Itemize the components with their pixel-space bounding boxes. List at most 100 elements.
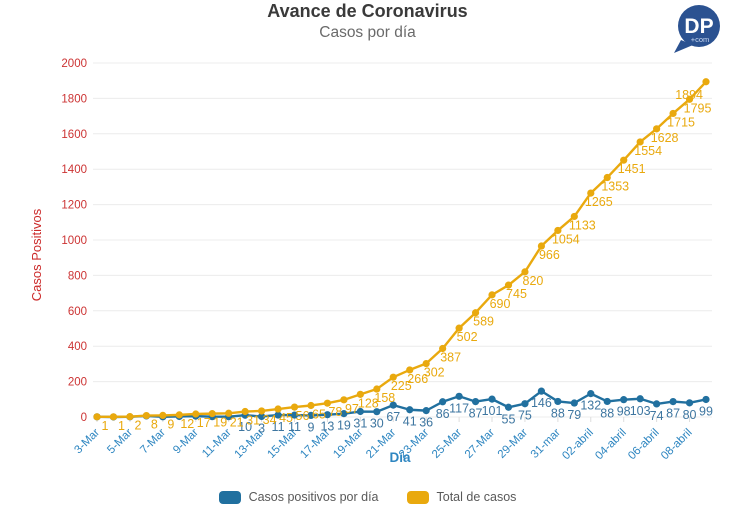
- y-axis-title: Casos Positivos: [29, 208, 44, 301]
- svg-text:17: 17: [197, 416, 211, 430]
- svg-text:1400: 1400: [61, 164, 87, 176]
- svg-text:101: 101: [482, 404, 503, 418]
- svg-text:589: 589: [473, 315, 494, 329]
- svg-text:800: 800: [68, 270, 87, 282]
- svg-text:128: 128: [358, 396, 379, 410]
- grid-and-yticks: 0 200 400 600 800 1000 1200 1400 1600 1800 2000: [61, 58, 712, 424]
- svg-text:11: 11: [288, 420, 301, 434]
- svg-text:820: 820: [523, 274, 544, 288]
- svg-text:1795: 1795: [684, 101, 712, 115]
- svg-text:225: 225: [391, 379, 412, 393]
- page-subtitle: Casos por día: [319, 24, 416, 41]
- svg-text:1894: 1894: [675, 88, 703, 102]
- svg-text:36: 36: [419, 416, 433, 430]
- logo-text: DP: [684, 15, 713, 38]
- svg-text:13: 13: [320, 420, 334, 434]
- svg-text:88: 88: [600, 406, 614, 420]
- svg-text:302: 302: [424, 366, 445, 380]
- svg-text:1628: 1628: [651, 131, 679, 145]
- svg-text:8: 8: [151, 418, 158, 432]
- svg-text:132: 132: [580, 399, 601, 413]
- svg-text:400: 400: [68, 341, 87, 353]
- svg-text:45: 45: [279, 411, 293, 425]
- svg-text:966: 966: [539, 248, 560, 262]
- svg-text:158: 158: [374, 391, 395, 405]
- logo-subtext: +com: [691, 35, 710, 44]
- svg-text:1600: 1600: [61, 129, 87, 141]
- svg-text:30: 30: [370, 417, 384, 431]
- svg-text:9: 9: [307, 420, 314, 434]
- svg-text:31-mar: 31-mar: [529, 427, 563, 461]
- legend-label-daily: Casos positivos por día: [248, 490, 379, 504]
- svg-text:1133: 1133: [569, 218, 596, 232]
- svg-text:1000: 1000: [61, 235, 87, 247]
- dp-logo: DP +com: [674, 5, 720, 53]
- svg-text:103: 103: [630, 404, 651, 418]
- svg-text:745: 745: [506, 287, 527, 301]
- svg-text:3: 3: [258, 421, 265, 435]
- svg-text:12: 12: [180, 417, 194, 431]
- svg-text:0: 0: [81, 412, 87, 424]
- svg-text:08-abril: 08-abril: [659, 427, 695, 463]
- svg-text:21: 21: [230, 415, 244, 429]
- svg-text:387: 387: [440, 351, 461, 365]
- svg-text:1554: 1554: [634, 144, 662, 158]
- svg-text:9-Mar: 9-Mar: [171, 427, 201, 457]
- logo-bubble: [678, 5, 720, 47]
- svg-text:98: 98: [617, 405, 631, 419]
- svg-text:2: 2: [134, 419, 141, 433]
- svg-text:97: 97: [345, 402, 359, 416]
- legend-label-total: Total de casos: [436, 490, 517, 504]
- svg-text:87: 87: [469, 407, 483, 421]
- legend-swatch-daily: [218, 490, 241, 504]
- svg-text:29-Mar: 29-Mar: [496, 427, 530, 461]
- legend: Casos positivos por día Total de casos: [0, 490, 735, 504]
- svg-text:02-abril: 02-abril: [560, 427, 596, 463]
- svg-text:86: 86: [436, 407, 450, 421]
- legend-item-total-cases[interactable]: Total de casos: [406, 490, 517, 504]
- svg-text:25-Mar: 25-Mar: [430, 427, 464, 461]
- chart-area: 0 200 400 600 800 1000 1200 1400 1600 1800 2000 3-M…: [0, 50, 735, 480]
- svg-text:2000: 2000: [61, 58, 87, 70]
- svg-text:99: 99: [699, 404, 713, 418]
- svg-text:79: 79: [567, 408, 581, 422]
- svg-text:266: 266: [407, 372, 428, 386]
- svg-text:3-Mar: 3-Mar: [72, 427, 102, 457]
- series-total: 1 1 2 8 9 12 17 19 21 31 34 45 56 65 78 97 1281582252663…: [93, 78, 711, 433]
- svg-text:1800: 1800: [61, 93, 87, 105]
- svg-text:19: 19: [213, 416, 227, 430]
- svg-text:80: 80: [683, 408, 697, 422]
- svg-text:1451: 1451: [618, 162, 646, 176]
- svg-text:690: 690: [490, 297, 511, 311]
- svg-text:88: 88: [551, 406, 565, 420]
- svg-text:10: 10: [238, 420, 252, 434]
- svg-text:1265: 1265: [585, 195, 613, 209]
- svg-text:34: 34: [263, 413, 277, 427]
- svg-text:1: 1: [102, 419, 109, 433]
- legend-swatch-total: [406, 490, 429, 504]
- svg-text:1353: 1353: [601, 180, 629, 194]
- svg-text:06-abril: 06-abril: [626, 427, 662, 463]
- svg-text:146: 146: [531, 396, 552, 410]
- svg-text:75: 75: [518, 409, 532, 423]
- svg-text:600: 600: [68, 306, 87, 318]
- x-axis-title: Día: [389, 450, 411, 465]
- legend-item-daily-cases[interactable]: Casos positivos por día: [218, 490, 379, 504]
- chart-svg: 0 200 400 600 800 1000 1200 1400 1600 1800 2000 3-M…: [29, 58, 713, 465]
- svg-text:1200: 1200: [61, 200, 87, 212]
- svg-text:11: 11: [272, 420, 285, 434]
- svg-text:1054: 1054: [552, 232, 580, 246]
- svg-text:31: 31: [246, 414, 260, 428]
- svg-text:74: 74: [650, 409, 664, 423]
- svg-text:65: 65: [312, 407, 326, 421]
- svg-text:31: 31: [353, 417, 367, 431]
- svg-text:56: 56: [296, 409, 310, 423]
- svg-text:19: 19: [337, 419, 351, 433]
- svg-text:1715: 1715: [667, 115, 695, 129]
- svg-text:11-Mar: 11-Mar: [200, 427, 234, 461]
- svg-text:67: 67: [386, 410, 400, 424]
- svg-text:41: 41: [403, 415, 417, 429]
- svg-text:502: 502: [457, 330, 478, 344]
